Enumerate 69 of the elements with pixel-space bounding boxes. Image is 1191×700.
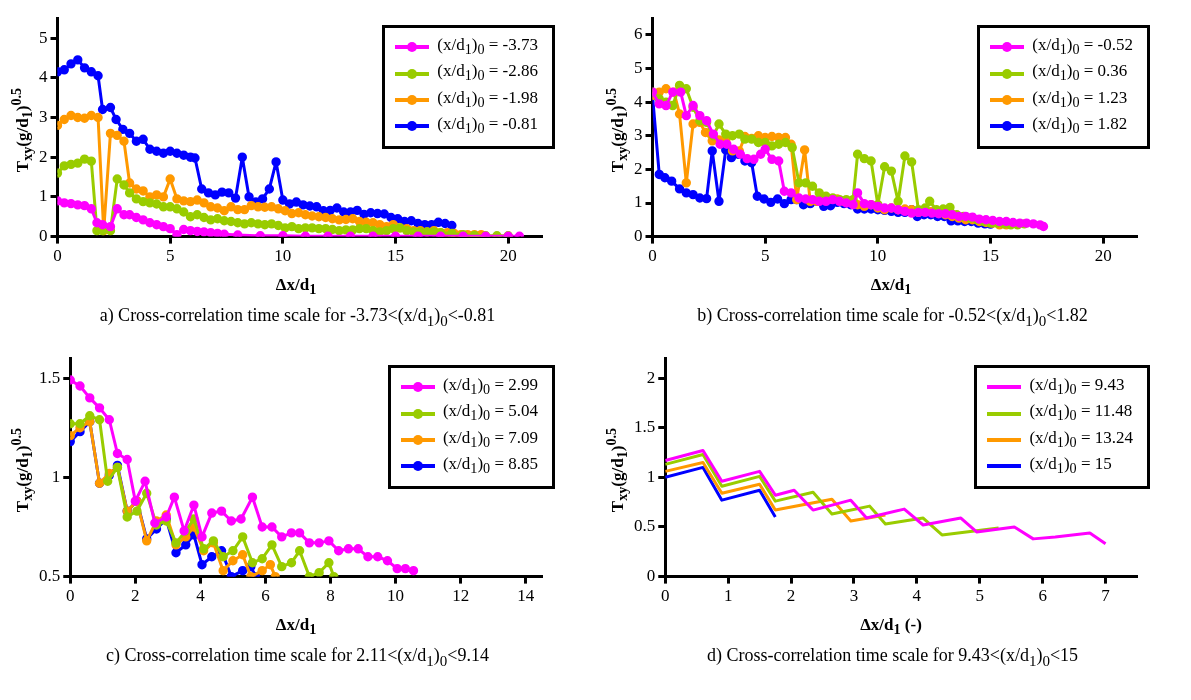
legend-label: (x/d$_{1}$)$_{0}$ = 7.09 [442, 426, 538, 453]
x-tick-label: 5 [165, 246, 175, 266]
legend-label: (x/d$_{1}$)$_{0}$ = -3.73 [437, 34, 538, 60]
y-tick-label: 0.5 [39, 566, 61, 586]
x-tick-label: 8 [326, 586, 335, 606]
x-tick-label: 10 [869, 246, 887, 266]
legend-label: (x/d$_{1}$)$_{0}$ = 2.99 [442, 374, 538, 400]
legend-label: (x/d$_{1}$)$_{0}$ = 1.82 [1032, 113, 1128, 139]
text: c) Cross-correlation time scale for 2.11<(x/d$_{1}$)$_{0}$<9.14 [104, 645, 490, 670]
y-tick-label: 5 [634, 58, 643, 78]
x-tick-label: 4 [196, 586, 206, 606]
y-tick-label: 1 [51, 466, 61, 486]
legend-label: (x/d$_{1}$)$_{0}$ = -0.81 [437, 113, 538, 139]
legend-label: (x/d$_{1}$)$_{0}$ = 15 [1029, 453, 1112, 479]
y-tick-label: 3 [634, 125, 643, 145]
x-tick-label: 10 [387, 586, 405, 606]
x-tick-label: 14 [517, 586, 535, 606]
legend-label: (x/d$_{1}$)$_{0}$ = 11.48 [1029, 400, 1133, 426]
y-tick-label: 3 [39, 106, 48, 126]
x-tick-label: 20 [1094, 246, 1112, 266]
y-tick-label: 4 [39, 67, 48, 87]
legend-label: (x/d$_{1}$)$_{0}$ = 13.24 [1029, 426, 1133, 453]
x-tick-label: 5 [760, 246, 770, 266]
y-tick-label: 1 [39, 186, 48, 206]
x-tick-label: 10 [274, 246, 292, 266]
x-tick-label: 6 [1038, 586, 1047, 606]
y-tick-label: 0.5 [634, 516, 656, 536]
y-tick-label: 0 [39, 226, 48, 246]
x-tick-label: 20 [499, 246, 517, 266]
text: d) Cross-correlation time scale for 9.43<(x/d$_{1}$)$_{0}$<15 [705, 645, 1080, 670]
legend-label: (x/d$_{1}$)$_{0}$ = -0.52 [1032, 34, 1133, 60]
y-tick-label: 5 [39, 27, 48, 47]
y-tick-label: 0 [646, 566, 656, 586]
y-tick-label: 6 [634, 24, 643, 44]
x-tick-label: 4 [912, 586, 922, 606]
x-axis-title: Δx/d$_{1}$ [274, 275, 318, 299]
x-tick-label: 2 [786, 586, 796, 606]
x-tick-label: 12 [452, 586, 470, 606]
x-axis-title: Δx/d$_{1}$ [869, 275, 913, 299]
x-axis-title: Δx/d$_{1}$ [274, 615, 318, 639]
y-tick-label: 4 [634, 91, 643, 111]
x-tick-label: 15 [982, 246, 1000, 266]
x-tick-label: 7 [1101, 586, 1111, 606]
y-tick-label: 1 [646, 466, 656, 486]
y-tick-label: 1 [634, 192, 643, 212]
x-tick-label: 15 [387, 246, 405, 266]
legend-label: (x/d$_{1}$)$_{0}$ = 9.43 [1029, 374, 1125, 400]
x-axis-title: Δx/d$_{1}$ (-) [859, 615, 923, 639]
x-tick-label: 1 [723, 586, 733, 606]
x-tick-label: 0 [661, 586, 670, 606]
x-tick-label: 5 [975, 586, 984, 606]
x-tick-label: 2 [131, 586, 140, 606]
y-tick-label: 1.5 [39, 367, 61, 387]
legend-label: (x/d$_{1}$)$_{0}$ = -1.98 [437, 86, 538, 113]
text: a) Cross-correlation time scale for -3.73<(x/d$_{1}$)$_{0}$<-0.81 [98, 305, 497, 330]
legend-label: (x/d$_{1}$)$_{0}$ = -2.86 [437, 60, 538, 86]
y-tick-label: 2 [646, 367, 656, 387]
y-tick-label: 2 [634, 158, 643, 178]
y-tick-label: 2 [39, 146, 48, 166]
legend-label: (x/d$_{1}$)$_{0}$ = 1.23 [1032, 86, 1128, 113]
x-tick-label: 3 [849, 586, 859, 606]
x-tick-label: 0 [66, 586, 75, 606]
x-tick-label: 6 [261, 586, 270, 606]
y-tick-label: 0 [634, 226, 643, 246]
text: b) Cross-correlation time scale for -0.52<(x/d$_{1}$)$_{0}$<1.82 [696, 305, 1089, 330]
y-tick-label: 1.5 [634, 417, 656, 437]
legend-label: (x/d$_{1}$)$_{0}$ = 0.36 [1032, 60, 1128, 86]
legend-label: (x/d$_{1}$)$_{0}$ = 5.04 [442, 400, 538, 426]
legend-label: (x/d$_{1}$)$_{0}$ = 8.85 [442, 453, 538, 479]
